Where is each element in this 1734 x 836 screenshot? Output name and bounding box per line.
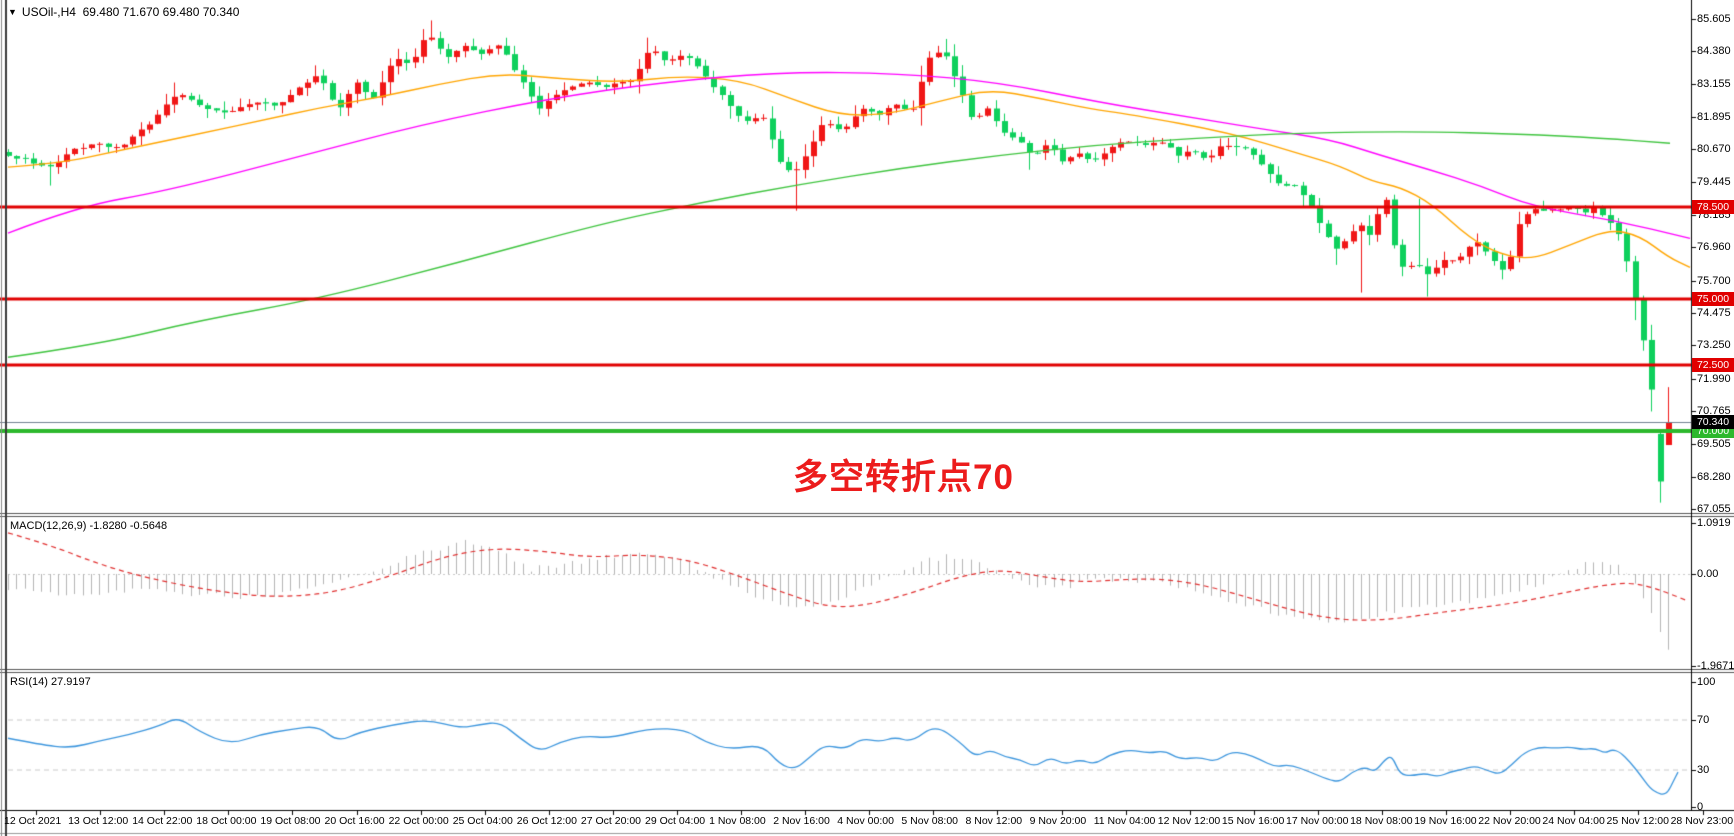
trading-chart-window: { "header": { "dropdown_icon": "▼", "sym…: [0, 0, 1734, 836]
chart-canvas[interactable]: [0, 0, 1734, 836]
